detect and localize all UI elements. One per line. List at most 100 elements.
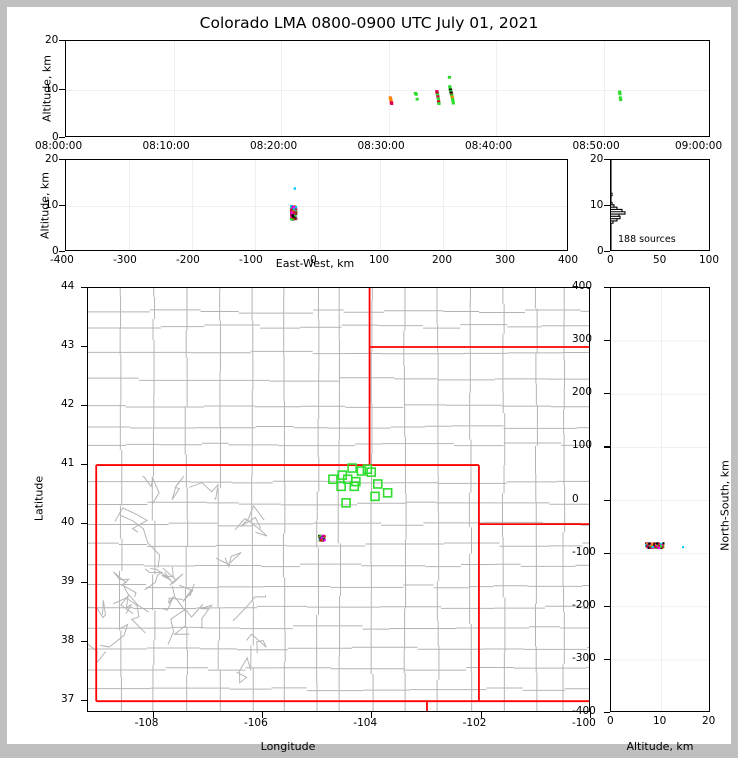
panel-histogram-plotarea: [611, 160, 709, 250]
ytick-mark: [604, 605, 610, 607]
ytick-latitude: 41: [61, 457, 75, 470]
axis-label-northsouth: North-South, km: [718, 460, 732, 551]
ytick-mark: [59, 137, 65, 139]
gridline-v: [661, 288, 662, 711]
axis-label-altitude-ns: Altitude, km: [626, 740, 694, 753]
xtick-ew: -100: [239, 254, 263, 266]
ytick-hist: 20: [590, 153, 604, 165]
eastwest-altitude-scatter: [289, 187, 298, 221]
gridline-v: [317, 160, 319, 250]
ytick-northsouth: 300: [572, 333, 593, 346]
ytick-mark: [604, 287, 610, 289]
gridline-v: [443, 160, 445, 250]
ytick-northsouth: -100: [572, 545, 596, 558]
panel-altitude-northsouth: [610, 287, 710, 712]
xtick-mark: [590, 712, 592, 718]
ytick-ew: 20: [45, 153, 59, 165]
ytick-mark: [604, 205, 610, 207]
ytick-time: 0: [52, 131, 59, 143]
ytick-latitude: 37: [61, 693, 75, 706]
figure-canvas: Colorado LMA 0800-0900 UTC July 01, 2021…: [7, 7, 732, 753]
gridline-v: [496, 41, 497, 136]
gridline-v: [281, 41, 282, 136]
xtick-ew: 300: [495, 254, 516, 266]
ytick-latitude: 42: [61, 398, 75, 411]
ytick-northsouth: 200: [572, 386, 593, 399]
time-altitude-scatter: [388, 75, 623, 105]
ytick-northsouth: -300: [572, 651, 596, 664]
xtick-longitude: -104: [353, 717, 378, 729]
ytick-hist: 10: [590, 199, 604, 211]
xtick-ns: 10: [653, 715, 667, 727]
ytick-latitude: 39: [61, 575, 75, 588]
ytick-mark: [81, 346, 87, 348]
gridline-h: [66, 89, 709, 91]
xtick-mark: [261, 712, 264, 718]
gridline-v: [380, 160, 382, 250]
xtick-longitude: -100: [572, 717, 596, 729]
ytick-latitude: 38: [61, 634, 75, 647]
xtick-time: 09:00:00: [675, 140, 723, 152]
axis-label-latitude: Latitude: [32, 475, 46, 522]
xtick-ew: 0: [310, 254, 317, 266]
ytick-mark: [604, 393, 610, 395]
axis-label-longitude: Longitude: [260, 740, 316, 753]
ytick-time: 10: [45, 82, 59, 95]
xtick-mark: [152, 712, 154, 718]
xtick-longitude: -106: [243, 717, 268, 729]
ytick-mark: [604, 446, 610, 448]
xtick-time: 08:20:00: [250, 140, 298, 152]
ytick-mark: [81, 641, 87, 643]
panel-time-altitude: [65, 40, 710, 137]
panel-altitude-histogram: [610, 159, 710, 251]
xtick-hist: 100: [699, 254, 720, 266]
panel-eastwest-plotarea: [66, 160, 567, 250]
northsouth-altitude-scatter: [611, 340, 709, 661]
ytick-mark: [81, 405, 87, 407]
xtick-ew: -200: [176, 254, 200, 266]
gridline-v: [191, 160, 193, 250]
xtick-mark: [480, 712, 482, 718]
source-count-label: 188 sources: [618, 234, 676, 245]
ytick-northsouth: -400: [572, 705, 596, 717]
map-geometry: [88, 288, 589, 711]
ytick-northsouth: 0: [572, 492, 579, 505]
panel-time-altitude-plotarea: [66, 41, 709, 136]
gridline-v: [506, 160, 508, 250]
ytick-mark: [81, 700, 87, 702]
gridline-v: [173, 41, 175, 136]
ytick-mark: [604, 340, 610, 342]
gridline-v: [128, 160, 130, 250]
ytick-mark: [604, 499, 610, 501]
ytick-northsouth: -200: [572, 598, 596, 611]
xtick-hist: 50: [653, 254, 667, 266]
panel-map: [87, 287, 590, 712]
ytick-mark: [604, 552, 610, 554]
ytick-hist: 0: [597, 245, 604, 257]
gridline-h: [66, 206, 567, 207]
ytick-mark: [59, 251, 65, 253]
ytick-ew: 10: [45, 199, 59, 211]
ytick-northsouth: 400: [572, 280, 593, 292]
ytick-northsouth: 100: [572, 439, 593, 452]
xtick-time: 08:50:00: [572, 140, 620, 152]
ytick-mark: [59, 159, 65, 161]
ytick-latitude: 40: [61, 516, 75, 529]
xtick-ew: 200: [432, 254, 453, 266]
xtick-ns: 0: [607, 715, 614, 727]
ytick-mark: [604, 712, 610, 714]
xtick-ew: 400: [558, 254, 579, 266]
ytick-mark: [81, 582, 87, 584]
xtick-time: 08:30:00: [357, 140, 405, 152]
ytick-mark: [59, 40, 65, 42]
xtick-time: 08:10:00: [142, 140, 190, 152]
panel-map-plotarea: [88, 288, 589, 711]
xtick-ew: 100: [369, 254, 390, 266]
gridline-v: [254, 160, 256, 250]
ytick-latitude: 43: [61, 339, 75, 352]
altitude-histogram-profile: [611, 160, 626, 250]
xtick-ns: 20: [702, 715, 716, 727]
ytick-latitude: 44: [61, 280, 75, 292]
xtick-longitude: -108: [134, 717, 159, 729]
